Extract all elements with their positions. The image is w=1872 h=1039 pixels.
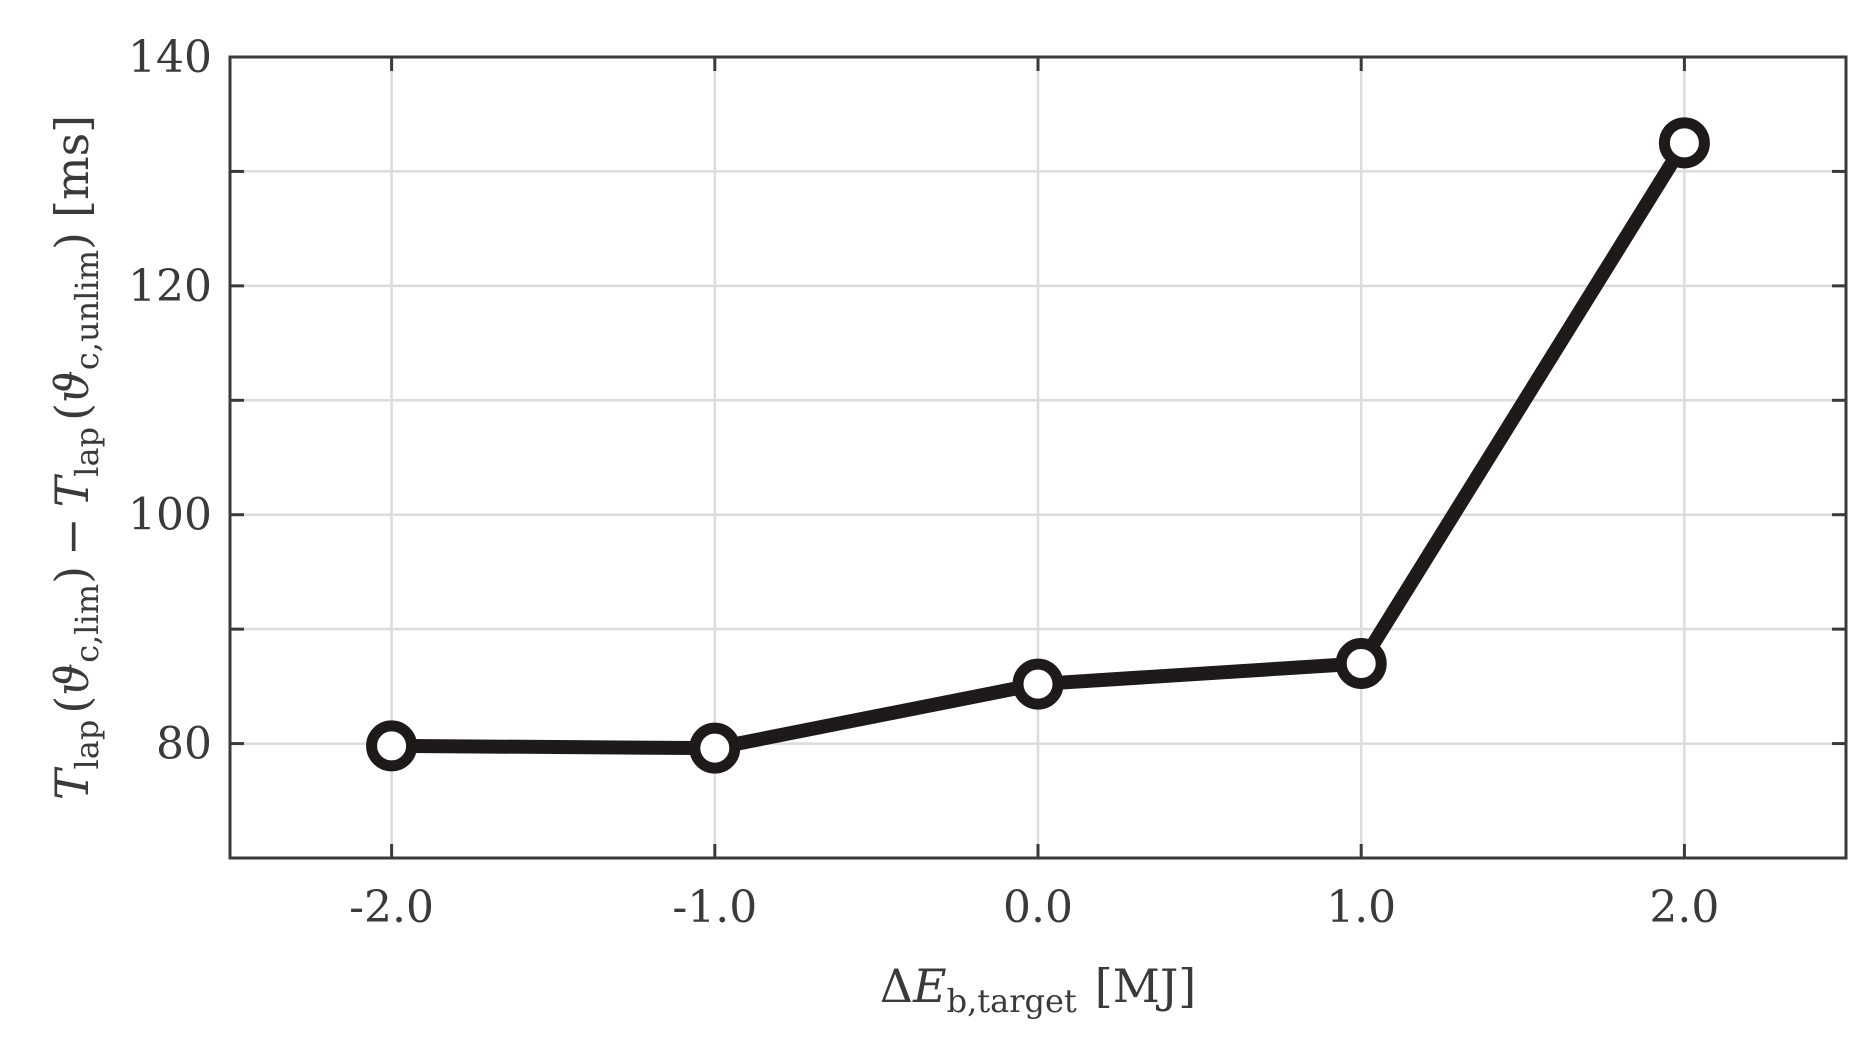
x-tick-label: 1.0 [1326, 882, 1396, 933]
x-tick-label: -2.0 [349, 882, 434, 933]
data-point-marker [366, 720, 418, 772]
data-point-marker [1012, 658, 1064, 710]
y-axis-label-theta1: ϑ [45, 663, 99, 696]
data-point-marker [689, 722, 741, 774]
y-axis-label-unit: [ms] [45, 115, 99, 218]
y-axis-label-close-paren-1: ) [45, 566, 99, 584]
grid-lines [230, 57, 1846, 858]
y-axis-label-theta1-sub: c,lim [68, 584, 106, 663]
data-point-marker [1658, 117, 1710, 169]
y-axis-label-minus: − [45, 517, 99, 556]
x-tick-label: 0.0 [1003, 882, 1073, 933]
data-series [366, 117, 1710, 774]
x-tick-labels: -2.0 -1.0 0.0 1.0 2.0 [349, 882, 1719, 933]
y-axis-label-t1-sub: lap [68, 720, 106, 770]
y-tick-label: 120 [128, 261, 212, 312]
y-axis-label: Tlap(ϑc,lim)−Tlap(ϑc,unlim)[ms] [45, 115, 106, 800]
y-tick-label: 80 [156, 719, 212, 770]
x-axis-label: ΔEb,target [MJ] [880, 959, 1196, 1020]
x-axis-label-unit: [MJ] [1095, 959, 1196, 1013]
x-axis-label-prefix: Δ [880, 959, 913, 1013]
y-axis-label-open-paren-1: ( [45, 696, 99, 714]
y-axis-label-open-paren-2: ( [45, 403, 99, 421]
y-axis-label-theta2: ϑ [45, 370, 99, 403]
y-axis-label-t2-sub: lap [68, 427, 106, 477]
y-tick-label: 100 [128, 490, 212, 541]
y-tick-label: 140 [128, 32, 212, 83]
y-axis-label-close-paren-2: ) [45, 232, 99, 250]
y-tick-labels: 80 100 120 140 [128, 32, 212, 770]
y-axis-label-t1: T [45, 766, 99, 800]
x-axis-label-subscript: b,target [947, 982, 1077, 1020]
y-axis-label-t2: T [45, 473, 99, 507]
x-axis-label-symbol: E [912, 959, 947, 1013]
x-tick-label: -1.0 [672, 882, 757, 933]
y-axis-label-theta2-sub: c,unlim [68, 250, 106, 370]
data-point-marker [1335, 637, 1387, 689]
axis-ticks [230, 55, 1846, 860]
x-tick-label: 2.0 [1649, 882, 1719, 933]
